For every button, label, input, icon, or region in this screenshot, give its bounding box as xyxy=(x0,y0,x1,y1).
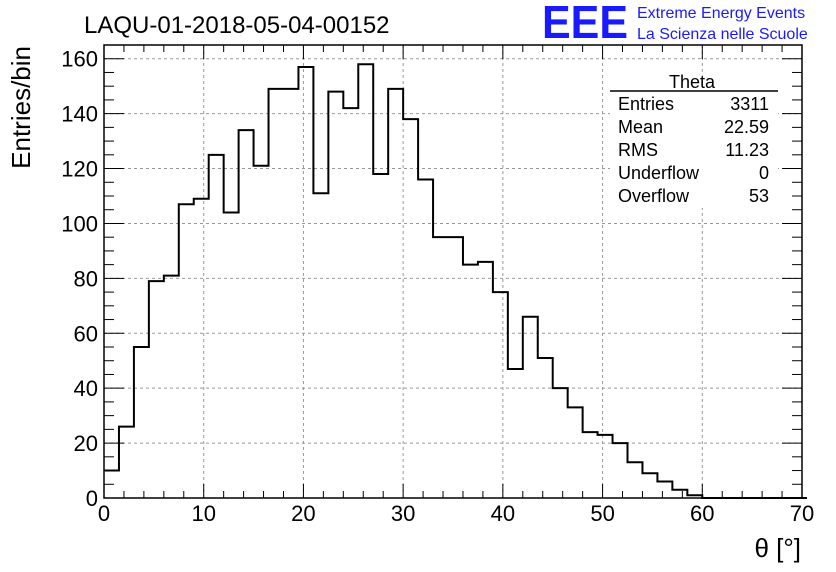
plot-frame xyxy=(103,44,803,499)
histogram-bin xyxy=(254,166,269,498)
x-tick-label: 60 xyxy=(690,501,714,526)
histogram-bin xyxy=(478,262,493,498)
x-tick-label: 10 xyxy=(191,501,215,526)
x-tick-label: 0 xyxy=(98,501,110,526)
y-tick-label: 120 xyxy=(61,157,98,182)
histogram-bin xyxy=(164,276,179,498)
y-axis-label: Entries/bin xyxy=(6,46,36,169)
histogram-bin xyxy=(149,281,164,498)
y-tick-label: 60 xyxy=(74,321,98,346)
histogram-bin xyxy=(418,180,433,498)
x-tick-label: 20 xyxy=(291,501,315,526)
histogram-bin xyxy=(598,435,613,498)
stats-row-label: Overflow xyxy=(618,186,690,206)
histogram-bin xyxy=(388,89,403,498)
histogram-bin xyxy=(239,130,254,498)
stats-row-label: Entries xyxy=(618,94,674,114)
axis-ticks xyxy=(103,44,803,499)
stats-row-value: 0 xyxy=(759,163,769,183)
histogram-outline xyxy=(104,63,807,499)
eee-logo-mark: EEE xyxy=(542,0,628,48)
x-tick-label: 70 xyxy=(790,501,814,526)
y-tick-label: 40 xyxy=(74,376,98,401)
histogram-bin xyxy=(269,89,284,498)
histogram-bin xyxy=(224,212,239,498)
x-axis-label: θ [°] xyxy=(754,533,801,563)
histogram-bin xyxy=(523,317,538,498)
histogram-bin xyxy=(358,64,373,498)
histogram-bin xyxy=(433,237,448,498)
stats-box-background xyxy=(610,73,778,208)
histogram-bin xyxy=(134,347,149,498)
histogram-bin xyxy=(657,482,672,498)
stats-row-label: RMS xyxy=(618,140,658,160)
histogram-bin xyxy=(313,193,328,498)
eee-logo: EEE Extreme Energy Events La Scienza nel… xyxy=(542,0,808,48)
y-tick-label: 20 xyxy=(74,431,98,456)
stats-rows: Entries 3311 Mean 22.59 RMS 11.23 Underflow 0 Ov… xyxy=(618,94,769,206)
chart-title: LAQU-01-2018-05-04-00152 xyxy=(84,12,390,39)
histogram-bin xyxy=(583,432,598,498)
x-tick-label: 30 xyxy=(391,501,415,526)
histogram-bin xyxy=(328,92,343,498)
stats-row-value: 11.23 xyxy=(725,140,769,160)
y-tick-label: 0 xyxy=(86,486,98,511)
y-tick-label: 80 xyxy=(74,266,98,291)
histogram-bin xyxy=(553,388,568,498)
histogram-bin xyxy=(628,462,643,498)
histogram-bin xyxy=(298,67,313,498)
stats-box: Theta Entries 3311 Mean 22.59 RMS 11.23 Underf… xyxy=(610,72,778,208)
histogram-bin xyxy=(613,443,628,498)
y-tick-label: 100 xyxy=(61,211,98,236)
histogram-bin xyxy=(283,89,298,498)
stats-row-value: 22.59 xyxy=(724,117,769,137)
plot-border xyxy=(103,44,803,499)
stats-row-label: Underflow xyxy=(618,163,700,183)
logo-line-2: La Scienza nelle Scuole xyxy=(637,26,808,43)
axis-tick-labels: 0 10 20 30 40 50 60 70 0 20 40 60 80 100 120 140 160 xyxy=(61,47,814,526)
y-tick-label: 140 xyxy=(61,102,98,127)
stats-row-value: 53 xyxy=(749,186,769,206)
histogram-bin xyxy=(463,265,478,498)
histogram-bin xyxy=(642,473,657,498)
histogram-bin xyxy=(119,427,134,498)
histogram-bin xyxy=(373,174,388,498)
histogram-bin xyxy=(179,204,194,498)
histogram-bin xyxy=(672,490,687,498)
histogram-layer xyxy=(104,63,807,499)
stats-box-title: Theta xyxy=(669,72,716,92)
histogram-bin xyxy=(194,199,209,498)
y-tick-label: 160 xyxy=(61,47,98,72)
stats-row-value: 3311 xyxy=(730,94,769,114)
x-tick-label: 50 xyxy=(590,501,614,526)
logo-line-1: Extreme Energy Events xyxy=(637,5,805,22)
stats-row-label: Mean xyxy=(618,117,663,137)
histogram-bin xyxy=(209,155,224,498)
histogram-bin xyxy=(343,108,358,498)
grid-layer xyxy=(104,45,802,498)
x-tick-label: 40 xyxy=(491,501,515,526)
histogram-bin xyxy=(568,407,583,498)
histogram-bin xyxy=(403,119,418,498)
histogram-bin xyxy=(508,369,523,498)
histogram-bin xyxy=(538,358,553,498)
histogram-bin xyxy=(493,292,508,498)
histogram-bin xyxy=(448,237,463,498)
